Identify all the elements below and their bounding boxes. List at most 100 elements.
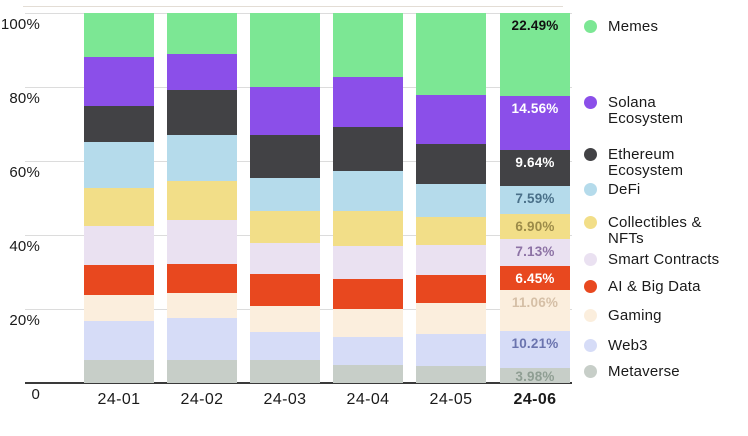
bar-segment-collectibles-nfts[interactable] bbox=[84, 188, 154, 227]
bar-segment-ai-big-data[interactable] bbox=[167, 263, 237, 294]
bar-segment-ethereum-ecosystem[interactable] bbox=[250, 134, 320, 178]
bar-segment-ai-big-data[interactable] bbox=[416, 275, 486, 304]
legend-label-line: Ethereum bbox=[608, 146, 675, 163]
bar-segment-defi[interactable] bbox=[167, 135, 237, 182]
bar-segment-metaverse[interactable] bbox=[500, 368, 570, 384]
bar-24-05 bbox=[416, 13, 486, 383]
bar-segment-solana-ecosystem[interactable] bbox=[416, 94, 486, 144]
bar-24-02 bbox=[167, 13, 237, 383]
legend-swatch-collectibles-nfts-icon bbox=[584, 216, 597, 229]
legend-label-smart-contracts: Smart Contracts bbox=[608, 252, 719, 268]
bar-segment-collectibles-nfts[interactable] bbox=[500, 213, 570, 240]
bar-segment-solana-ecosystem[interactable] bbox=[500, 96, 570, 151]
legend-label-line: Solana bbox=[608, 94, 656, 111]
bar-segment-defi[interactable] bbox=[500, 185, 570, 214]
legend-label-line: Smart Contracts bbox=[608, 251, 720, 268]
bar-segment-metaverse[interactable] bbox=[250, 360, 320, 383]
bar-segment-memes[interactable] bbox=[416, 13, 486, 95]
bar-segment-web3[interactable] bbox=[416, 333, 486, 367]
bar-segment-gaming[interactable] bbox=[333, 309, 403, 337]
bar-segment-defi[interactable] bbox=[250, 178, 320, 211]
bar-segment-solana-ecosystem[interactable] bbox=[84, 57, 154, 106]
legend-item-smart-contracts[interactable]: Smart Contracts bbox=[584, 252, 719, 268]
bar-segment-collectibles-nfts[interactable] bbox=[250, 210, 320, 243]
bar-segment-memes[interactable] bbox=[250, 13, 320, 88]
bar-segment-smart-contracts[interactable] bbox=[416, 244, 486, 276]
bar-segment-smart-contracts[interactable] bbox=[167, 219, 237, 264]
legend-label-line: Ecosystem bbox=[608, 110, 684, 127]
bar-segment-gaming[interactable] bbox=[167, 293, 237, 319]
bar-segment-ethereum-ecosystem[interactable] bbox=[167, 89, 237, 136]
legend-swatch-web3-icon bbox=[584, 339, 597, 352]
bar-segment-web3[interactable] bbox=[250, 331, 320, 361]
legend-item-metaverse[interactable]: Metaverse bbox=[584, 364, 680, 380]
legend-label-memes: Memes bbox=[608, 19, 658, 35]
x-axis-label-24-06: 24-06 bbox=[513, 391, 557, 408]
bar-segment-gaming[interactable] bbox=[416, 303, 486, 334]
bar-segment-web3[interactable] bbox=[167, 318, 237, 361]
bar-segment-gaming[interactable] bbox=[84, 295, 154, 322]
bar-segment-collectibles-nfts[interactable] bbox=[167, 181, 237, 220]
y-axis-label: 0 bbox=[31, 386, 40, 403]
legend-item-defi[interactable]: DeFi bbox=[584, 182, 640, 198]
legend-item-ai-big-data[interactable]: AI & Big Data bbox=[584, 279, 701, 295]
bar-segment-defi[interactable] bbox=[416, 184, 486, 217]
bar-segment-solana-ecosystem[interactable] bbox=[333, 77, 403, 127]
bar-segment-smart-contracts[interactable] bbox=[500, 239, 570, 266]
bar-segment-collectibles-nfts[interactable] bbox=[416, 216, 486, 245]
bar-segment-metaverse[interactable] bbox=[84, 360, 154, 383]
x-axis-label-24-05: 24-05 bbox=[429, 391, 473, 408]
bar-segment-ethereum-ecosystem[interactable] bbox=[84, 105, 154, 142]
bar-segment-defi[interactable] bbox=[333, 170, 403, 211]
legend-label-solana-ecosystem: Solana Ecosystem bbox=[608, 95, 683, 127]
bar-segment-ai-big-data[interactable] bbox=[500, 265, 570, 290]
bar-segment-smart-contracts[interactable] bbox=[333, 245, 403, 280]
legend-item-solana-ecosystem[interactable]: Solana Ecosystem bbox=[584, 95, 683, 127]
data-label-ai-big-data: 6.45% bbox=[515, 270, 555, 286]
bar-segment-ethereum-ecosystem[interactable] bbox=[500, 150, 570, 186]
bar-segment-ethereum-ecosystem[interactable] bbox=[333, 126, 403, 171]
bar-segment-memes[interactable] bbox=[84, 13, 154, 58]
bar-segment-gaming[interactable] bbox=[250, 306, 320, 332]
bar-segment-metaverse[interactable] bbox=[416, 366, 486, 383]
bar-segment-solana-ecosystem[interactable] bbox=[167, 54, 237, 90]
y-axis-label: 40% bbox=[9, 238, 40, 255]
bar-segment-memes[interactable] bbox=[167, 13, 237, 55]
legend-swatch-smart-contracts-icon bbox=[584, 253, 597, 266]
legend-item-ethereum-ecosystem[interactable]: Ethereum Ecosystem bbox=[584, 147, 683, 179]
legend-item-memes[interactable]: Memes bbox=[584, 19, 658, 35]
x-axis-label-24-01: 24-01 bbox=[97, 391, 141, 408]
bar-24-01 bbox=[84, 13, 154, 383]
bar-segment-ethereum-ecosystem[interactable] bbox=[416, 143, 486, 185]
legend-label-line: Metaverse bbox=[608, 363, 680, 380]
data-label-metaverse: 3.98% bbox=[515, 369, 555, 385]
bar-segment-ai-big-data[interactable] bbox=[333, 279, 403, 309]
bar-segment-ai-big-data[interactable] bbox=[250, 274, 320, 307]
bar-segment-collectibles-nfts[interactable] bbox=[333, 210, 403, 246]
data-label-memes: 22.49% bbox=[511, 18, 559, 33]
legend-item-web3[interactable]: Web3 bbox=[584, 338, 648, 354]
legend-swatch-metaverse-icon bbox=[584, 365, 597, 378]
bar-segment-solana-ecosystem[interactable] bbox=[250, 87, 320, 135]
bar-segment-web3[interactable] bbox=[500, 330, 570, 369]
bar-segment-metaverse[interactable] bbox=[167, 360, 237, 383]
legend-item-collectibles-nfts[interactable]: Collectibles & NFTs bbox=[584, 215, 702, 247]
bar-segment-web3[interactable] bbox=[84, 321, 154, 361]
bar-segment-smart-contracts[interactable] bbox=[84, 226, 154, 266]
bar-segment-defi[interactable] bbox=[84, 141, 154, 189]
y-axis-label: 60% bbox=[9, 164, 40, 181]
bar-segment-metaverse[interactable] bbox=[333, 365, 403, 383]
bar-segment-smart-contracts[interactable] bbox=[250, 242, 320, 275]
bar-segment-gaming[interactable] bbox=[500, 289, 570, 331]
bar-segment-memes[interactable] bbox=[333, 13, 403, 77]
bar-segment-memes[interactable] bbox=[500, 13, 570, 97]
legend-item-gaming[interactable]: Gaming bbox=[584, 308, 662, 324]
bar-segment-web3[interactable] bbox=[333, 336, 403, 366]
data-label-collectibles-nfts: 6.90% bbox=[515, 218, 555, 234]
y-axis-label: 100% bbox=[0, 16, 40, 33]
legend-label-ai-big-data: AI & Big Data bbox=[608, 279, 701, 295]
bar-segment-ai-big-data[interactable] bbox=[84, 265, 154, 296]
data-label-ethereum-ecosystem: 9.64% bbox=[515, 155, 555, 171]
